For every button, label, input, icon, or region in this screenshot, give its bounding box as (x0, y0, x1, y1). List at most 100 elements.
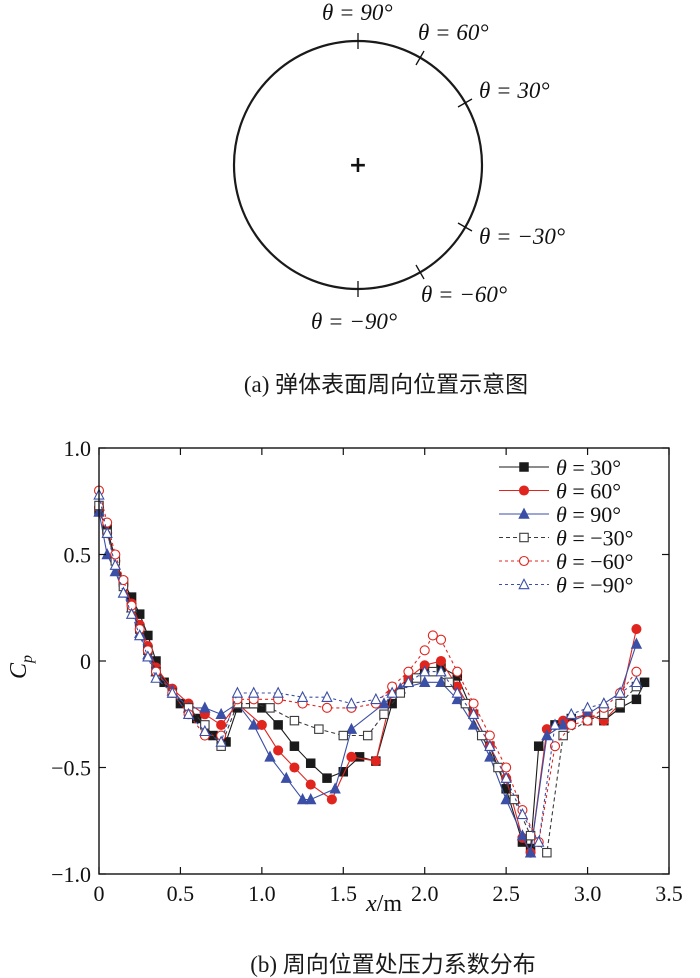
data-point (631, 666, 642, 677)
data-point (272, 686, 284, 698)
data-point (435, 634, 447, 645)
data-point (484, 750, 496, 762)
x-axis-ticks: 0 0.5 1.0 1.5 2.0 2.5 3.0 3.5 (94, 448, 683, 906)
data-point (345, 697, 358, 709)
tick-theta-60 (415, 50, 425, 66)
data-point (631, 623, 642, 635)
legend-item: θ = −60° (499, 549, 633, 574)
data-point (630, 637, 643, 649)
data-point (109, 558, 121, 570)
y-tick-label: 0 (80, 649, 91, 674)
legend-item: θ = 90° (499, 502, 621, 527)
data-point (435, 675, 447, 688)
data-point (549, 718, 561, 730)
data-point (314, 724, 324, 734)
data-point (142, 650, 154, 662)
data-point (639, 677, 650, 688)
y-axis-label: Cp (6, 655, 36, 679)
tick-theta-30 (457, 98, 473, 108)
data-point (289, 741, 300, 751)
data-point (231, 686, 244, 698)
data-point (516, 807, 529, 820)
legend-label: θ = 30° (556, 455, 621, 480)
data-point (557, 718, 569, 730)
data-point (516, 829, 529, 841)
center-marker: + (349, 153, 367, 178)
data-point (403, 666, 414, 677)
legend-label: θ = 60° (556, 479, 621, 504)
x-tick-label: 3.5 (655, 881, 683, 906)
data-point (370, 756, 381, 767)
schematic-diagram: + θ = 90° θ = 60° θ = 30° θ = −30° θ = −… (232, 0, 565, 397)
data-point (199, 701, 211, 713)
data-point (582, 715, 593, 726)
data-point (329, 782, 341, 794)
data-point (326, 794, 337, 805)
data-point (322, 773, 332, 783)
chart-caption: (b) 周向位置处压力系数分布 (250, 952, 536, 977)
data-point (182, 707, 195, 720)
data-point (402, 675, 415, 688)
data-point (150, 671, 162, 683)
legend-item: θ = 30° (499, 455, 621, 480)
x-tick-label: 3.0 (574, 881, 602, 906)
y-tick-label: 0.5 (64, 543, 92, 568)
data-point (354, 752, 365, 762)
data-point (419, 665, 431, 677)
data-point (452, 666, 463, 677)
data-point (289, 762, 300, 773)
data-point (378, 697, 390, 709)
data-point (199, 724, 211, 737)
legend-label: θ = 90° (556, 502, 621, 527)
series-layer (93, 485, 650, 858)
y-tick-label: −1.0 (51, 862, 91, 887)
data-point (533, 741, 544, 751)
pressure-chart: 0 0.5 1.0 1.5 2.0 2.5 3.0 3.5 1.0 0.5 0 −0.5 −1.0 x… (6, 436, 683, 977)
data-point (501, 762, 512, 773)
label-theta-neg60: θ = −60° (421, 282, 507, 307)
data-point (346, 751, 357, 762)
data-point (631, 694, 642, 705)
data-point (118, 575, 129, 586)
data-point (265, 703, 275, 713)
data-point (101, 526, 113, 538)
x-tick-label: 2.0 (411, 881, 439, 906)
legend-marker (519, 462, 529, 472)
data-point (321, 690, 333, 702)
data-point (411, 673, 422, 683)
x-tick-label: 0 (94, 881, 105, 906)
data-point (533, 835, 545, 847)
data-point (289, 715, 300, 726)
data-point (549, 741, 561, 752)
data-point (248, 718, 260, 730)
legend-label: θ = −30° (556, 526, 633, 551)
data-point (345, 722, 358, 734)
data-point (296, 793, 309, 805)
legend-item: θ = −90° (499, 573, 633, 598)
legend-marker (518, 507, 530, 519)
data-point (216, 719, 227, 730)
data-point (117, 586, 130, 598)
data-point (451, 686, 463, 698)
tick-theta-neg30 (457, 222, 473, 232)
data-point (500, 771, 512, 783)
x-axis-label: x/m (365, 891, 402, 917)
y-tick-label: −0.5 (51, 756, 91, 781)
data-point (264, 750, 276, 762)
label-theta-60: θ = 60° (418, 20, 489, 45)
label-theta-neg90: θ = −90° (311, 309, 397, 334)
y-tick-label: 1.0 (64, 436, 92, 461)
data-point (273, 720, 283, 730)
data-point (427, 630, 438, 641)
data-point (305, 779, 316, 790)
data-point (435, 665, 447, 677)
legend-marker (518, 555, 530, 567)
data-point (305, 793, 317, 805)
data-point (379, 709, 389, 719)
data-point (614, 686, 626, 698)
data-point (338, 767, 349, 777)
legend-marker (518, 485, 530, 496)
data-point (467, 707, 480, 720)
data-point (125, 607, 138, 619)
